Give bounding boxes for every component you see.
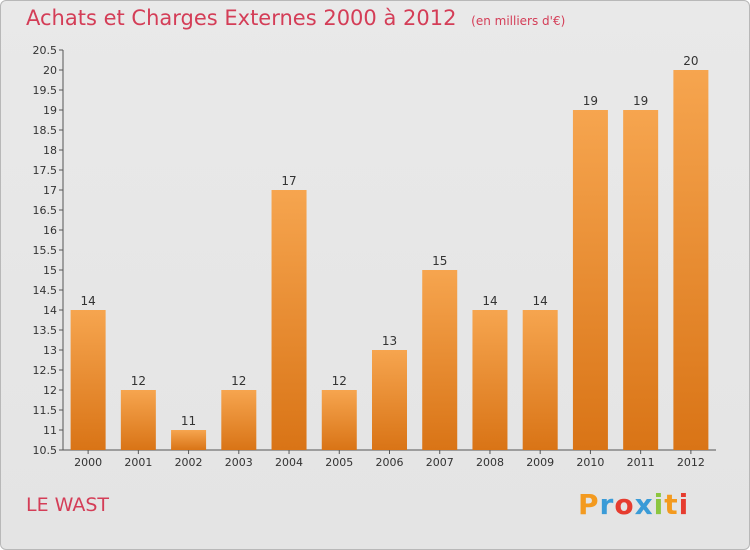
y-tick-label: 10.5 [33, 444, 58, 457]
logo-letter: i [653, 488, 665, 521]
x-tick-label-2006: 2006 [376, 456, 404, 469]
x-tick-label-2005: 2005 [325, 456, 353, 469]
x-tick-label-2011: 2011 [627, 456, 655, 469]
data-label-2004: 17 [281, 174, 296, 188]
bar-2003 [221, 390, 257, 450]
bar-2000 [70, 310, 106, 450]
y-tick-label: 11 [43, 424, 57, 437]
data-label-2012: 20 [683, 54, 698, 68]
bar-2011 [623, 110, 659, 450]
y-tick-label: 13 [43, 344, 57, 357]
y-tick-label: 12.5 [33, 364, 58, 377]
y-tick-label: 11.5 [33, 404, 58, 417]
bar-2001 [120, 390, 156, 450]
data-label-2001: 12 [131, 374, 146, 388]
bar-2005 [321, 390, 357, 450]
title-text: Achats et Charges Externes 2000 à 2012 [26, 6, 457, 30]
y-tick-label: 18 [43, 144, 57, 157]
x-tick-label-2009: 2009 [526, 456, 554, 469]
logo-letter: P [578, 488, 600, 521]
title-unit: (en milliers d'€) [471, 14, 566, 28]
x-tick-label-2002: 2002 [175, 456, 203, 469]
y-tick-label: 15 [43, 264, 57, 277]
x-tick-label-2003: 2003 [225, 456, 253, 469]
bar-2006 [372, 350, 407, 450]
logo-letter: t [664, 488, 679, 521]
bar-2009 [522, 310, 558, 450]
data-label-2005: 12 [332, 374, 347, 388]
y-tick-label: 17.5 [33, 164, 58, 177]
bar-2004 [271, 190, 307, 450]
y-tick-label: 13.5 [33, 324, 58, 337]
x-tick-label-2000: 2000 [74, 456, 102, 469]
y-tick-label: 14.5 [33, 284, 58, 297]
x-tick-label-2004: 2004 [275, 456, 303, 469]
y-tick-label: 20 [43, 64, 57, 77]
y-tick-label: 17 [43, 184, 57, 197]
data-label-2011: 19 [633, 94, 648, 108]
y-tick-label: 14 [43, 304, 57, 317]
y-tick-label: 16.5 [33, 204, 58, 217]
y-tick-label: 20.5 [33, 44, 58, 57]
data-label-2006: 13 [382, 334, 397, 348]
y-tick-label: 15.5 [33, 244, 58, 257]
data-label-2003: 12 [231, 374, 246, 388]
logo-letter: r [599, 488, 615, 521]
x-tick-label-2001: 2001 [124, 456, 152, 469]
y-tick-label: 19 [43, 104, 57, 117]
logo-letter: o [614, 488, 635, 521]
data-label-2009: 14 [533, 294, 548, 308]
bar-2002 [171, 430, 207, 450]
bar-2010 [572, 110, 608, 450]
data-label-2010: 19 [583, 94, 598, 108]
bar-2012 [673, 70, 709, 450]
x-tick-label-2008: 2008 [476, 456, 504, 469]
y-tick-label: 18.5 [33, 124, 58, 137]
bar-2007 [422, 270, 458, 450]
y-tick-label: 16 [43, 224, 57, 237]
logo-letter: i [678, 488, 690, 521]
proxiti-logo[interactable]: Proxiti [578, 488, 689, 521]
bar-2008 [472, 310, 508, 450]
y-tick-label: 19.5 [33, 84, 58, 97]
x-tick-label-2010: 2010 [576, 456, 604, 469]
commune-name: LE WAST [26, 494, 110, 516]
x-tick-label-2007: 2007 [426, 456, 454, 469]
data-label-2008: 14 [482, 294, 497, 308]
data-label-2000: 14 [80, 294, 95, 308]
x-tick-label-2012: 2012 [677, 456, 705, 469]
data-label-2002: 11 [181, 414, 196, 428]
data-label-2007: 15 [432, 254, 447, 268]
logo-letter: x [634, 488, 654, 521]
y-tick-label: 12 [43, 384, 57, 397]
chart-title: Achats et Charges Externes 2000 à 2012 (… [26, 6, 565, 30]
